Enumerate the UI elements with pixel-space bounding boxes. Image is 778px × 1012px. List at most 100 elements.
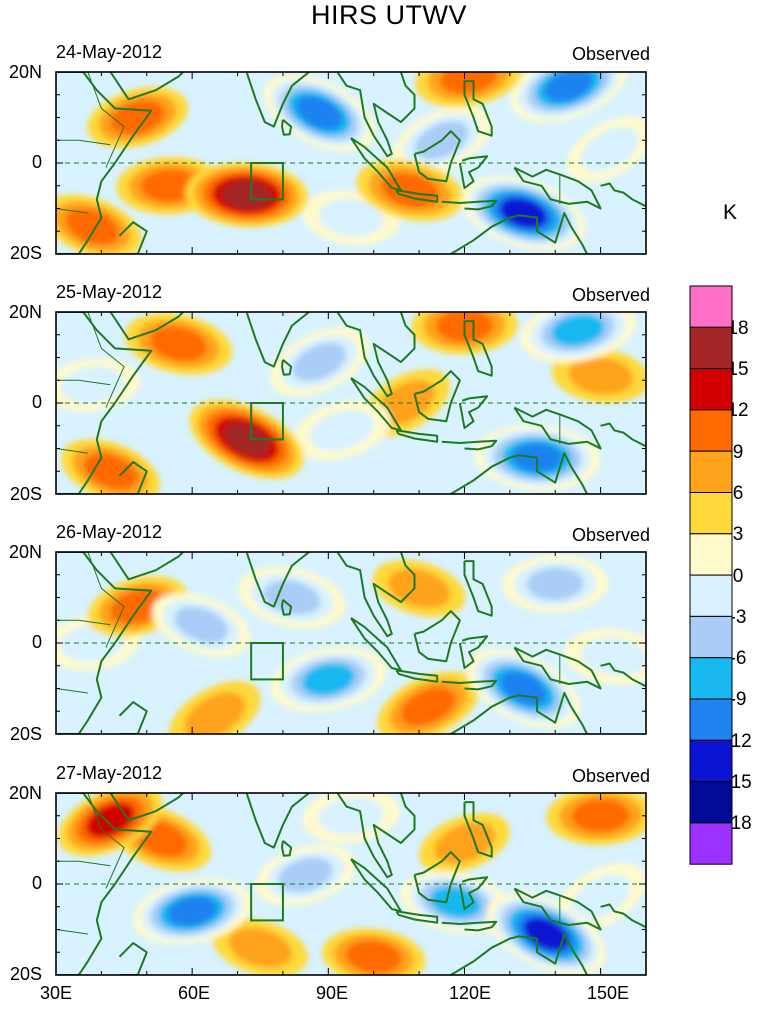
coastline <box>447 212 588 254</box>
colorbar-swatch <box>689 615 733 659</box>
border-line <box>56 448 88 454</box>
coastline <box>441 439 498 451</box>
coastline <box>513 887 602 931</box>
coastline <box>118 942 148 975</box>
anomaly-blob <box>228 927 292 968</box>
anomaly-blob <box>292 343 346 382</box>
colorbar-tick-label: 12 <box>727 400 749 421</box>
lat-label-20s: 20S <box>9 243 42 263</box>
lat-label-20n: 20N <box>8 542 42 562</box>
anomaly-blob <box>309 410 375 451</box>
box-region <box>250 162 284 201</box>
colorbar-tick-label: -6 <box>729 648 747 669</box>
anomaly-blob <box>141 169 198 203</box>
anomaly-blob <box>221 180 272 210</box>
lat-label-20n: 20N <box>8 302 42 322</box>
border-line <box>56 619 111 626</box>
border-line <box>56 860 111 867</box>
coastline <box>513 646 602 690</box>
coastline <box>463 80 493 137</box>
lat-label-20s: 20S <box>9 724 42 744</box>
coastline <box>336 552 416 638</box>
colorbar-tick-label: -9 <box>729 689 747 710</box>
anomaly-blob <box>523 917 569 951</box>
coastline <box>463 560 493 617</box>
anomaly-blob <box>440 72 498 94</box>
coastline <box>350 377 402 432</box>
box-region <box>250 642 284 681</box>
colorbar-swatch <box>689 739 733 783</box>
lon-label-60e: 60E <box>177 983 211 1003</box>
coastline <box>223 793 320 849</box>
border-line <box>87 552 125 648</box>
anomaly-blob <box>571 799 630 833</box>
colorbar-swatch <box>689 574 733 617</box>
colorbar-tick-label: 15 <box>727 359 749 380</box>
lat-label-eq: 0 <box>31 152 42 172</box>
anomaly-blob <box>167 896 217 927</box>
anomaly-blob <box>174 606 228 643</box>
colorbar-tick-label: 6 <box>732 483 744 504</box>
colorbar-tick-label: 3 <box>732 524 744 545</box>
anomaly-blob <box>568 356 633 395</box>
anomaly-blob <box>184 692 246 734</box>
lat-label-20s: 20S <box>9 964 42 984</box>
coastline <box>458 395 489 429</box>
coastline <box>350 858 402 913</box>
anomaly-blob <box>526 567 584 601</box>
anomaly-blob <box>581 637 646 676</box>
anomaly-blob <box>551 314 605 347</box>
lat-label-eq: 0 <box>31 873 42 893</box>
map-panel <box>56 49 646 254</box>
coastline <box>281 119 293 136</box>
coastline <box>513 166 602 210</box>
map-panel <box>56 793 646 975</box>
panel-4-tag: Observed <box>571 766 650 786</box>
coastline <box>600 182 646 208</box>
coastline <box>223 312 320 368</box>
anomaly-blob <box>150 326 207 362</box>
coastline <box>350 137 402 192</box>
colorbar-swatch <box>689 326 733 370</box>
coastline <box>281 359 293 376</box>
coastline <box>441 920 498 932</box>
anomaly-blob <box>500 197 547 229</box>
coastline <box>467 49 473 63</box>
panel-1-tag: Observed <box>571 44 650 64</box>
colorbar-tick-label: 9 <box>732 442 744 463</box>
colorbar-swatch <box>689 533 733 576</box>
border-line <box>56 688 88 694</box>
anomaly-blob <box>296 96 343 130</box>
border-line <box>56 929 88 935</box>
coastline <box>109 552 184 581</box>
panel-2-tag: Observed <box>571 285 650 305</box>
border-line <box>56 139 111 146</box>
colorbar-swatch <box>689 409 733 452</box>
lat-label-eq: 0 <box>31 392 42 412</box>
anomaly-blob <box>429 886 482 918</box>
anomaly-field <box>56 72 646 254</box>
anomaly-blob <box>401 687 456 726</box>
anomaly-blob <box>580 126 639 172</box>
coastline <box>118 701 148 734</box>
map-panel <box>56 552 646 734</box>
border-line <box>87 72 125 168</box>
anomaly-blob <box>83 453 138 490</box>
border-line <box>56 379 111 386</box>
panels-layer <box>55 49 647 976</box>
coastline <box>281 599 293 616</box>
anomaly-blob <box>318 198 384 237</box>
panel-3-date: 26-May-2012 <box>56 522 163 542</box>
coastline <box>223 72 320 128</box>
coastline <box>350 617 402 672</box>
colorbar-swatch <box>689 781 733 824</box>
coastline <box>463 320 493 377</box>
coastline <box>395 910 439 924</box>
coastline <box>118 221 148 254</box>
anomaly-blob <box>570 874 631 921</box>
colorbar-tick-label: -3 <box>729 607 747 628</box>
coastline <box>463 801 493 858</box>
coastline <box>600 903 646 929</box>
lon-label-120e: 120E <box>448 983 492 1003</box>
colorbar-tick-label: 0 <box>732 566 744 587</box>
